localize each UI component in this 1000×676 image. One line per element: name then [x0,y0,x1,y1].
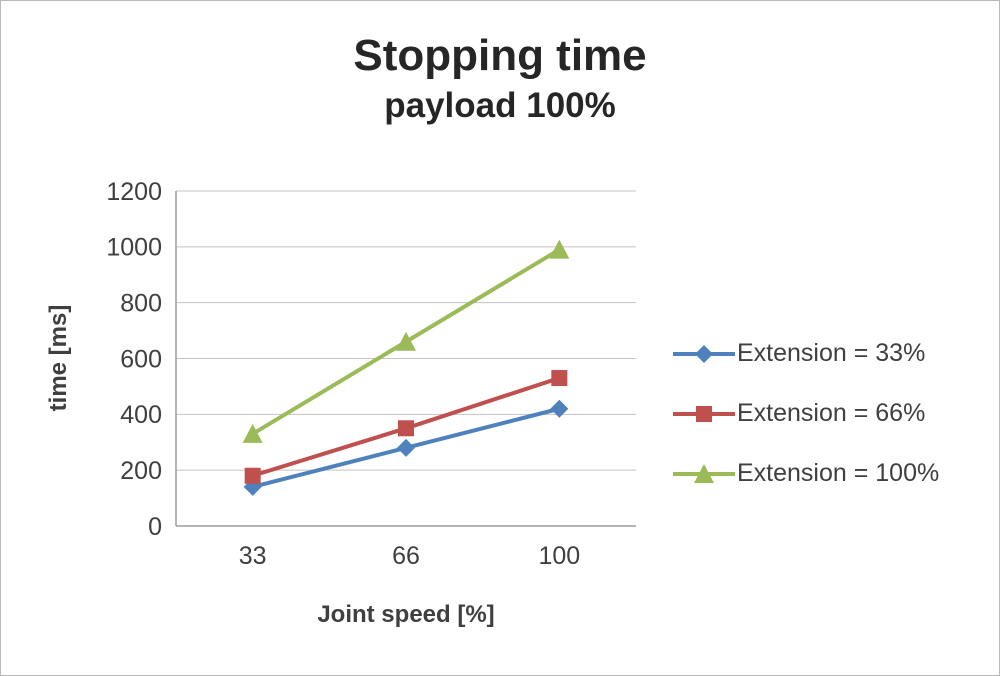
y-tick-label: 1000 [106,234,162,262]
plot-svg: 0 200 400 600 800 1000 1200 33 66 100 [106,178,636,570]
x-axis-title: Joint speed [%] [317,601,495,628]
triangle-marker-icon [396,331,416,351]
chart-subtitle: payload 100% [384,85,616,125]
y-tick-label: 400 [120,401,162,429]
triangle-marker-icon [242,423,263,443]
legend-label: Extension = 33% [737,339,926,367]
diamond-marker-icon [397,438,415,457]
legend-key [673,405,735,422]
diamond-marker-icon [695,344,713,363]
triangle-marker-icon [694,463,714,483]
legend-label: Extension = 66% [737,399,926,427]
legend-item: Extension = 33% [673,339,939,368]
x-tick-label: 33 [239,542,267,570]
y-tick-label: 200 [120,457,162,485]
triangle-marker-icon [549,239,570,259]
legend-item: Extension = 66% [673,399,939,428]
chart-title: Stopping time [353,31,647,80]
x-tick-label: 66 [392,542,420,570]
legend-key [673,344,735,363]
x-tick-label: 100 [538,542,580,570]
square-marker-icon [244,467,261,484]
series-triangle [242,239,570,443]
square-marker-icon [398,420,414,437]
legend: Extension = 33% Extension = 66% Extension … [673,339,939,488]
square-marker-icon [551,370,568,387]
y-tick-label: 800 [120,289,162,317]
legend-item: Extension = 100% [673,459,939,488]
y-tick-label: 1200 [106,178,162,206]
square-marker-icon [696,405,712,422]
chart-header: Stopping time payload 100% [1,31,999,126]
series-square [244,370,568,484]
series-diamond [243,399,569,496]
y-tick-label: 0 [148,513,162,541]
diamond-marker-icon [550,399,569,418]
y-axis-title: time [ms] [45,304,72,412]
legend-label: Extension = 100% [737,459,940,487]
legend-key [673,463,735,483]
y-tick-label: 600 [120,345,162,373]
